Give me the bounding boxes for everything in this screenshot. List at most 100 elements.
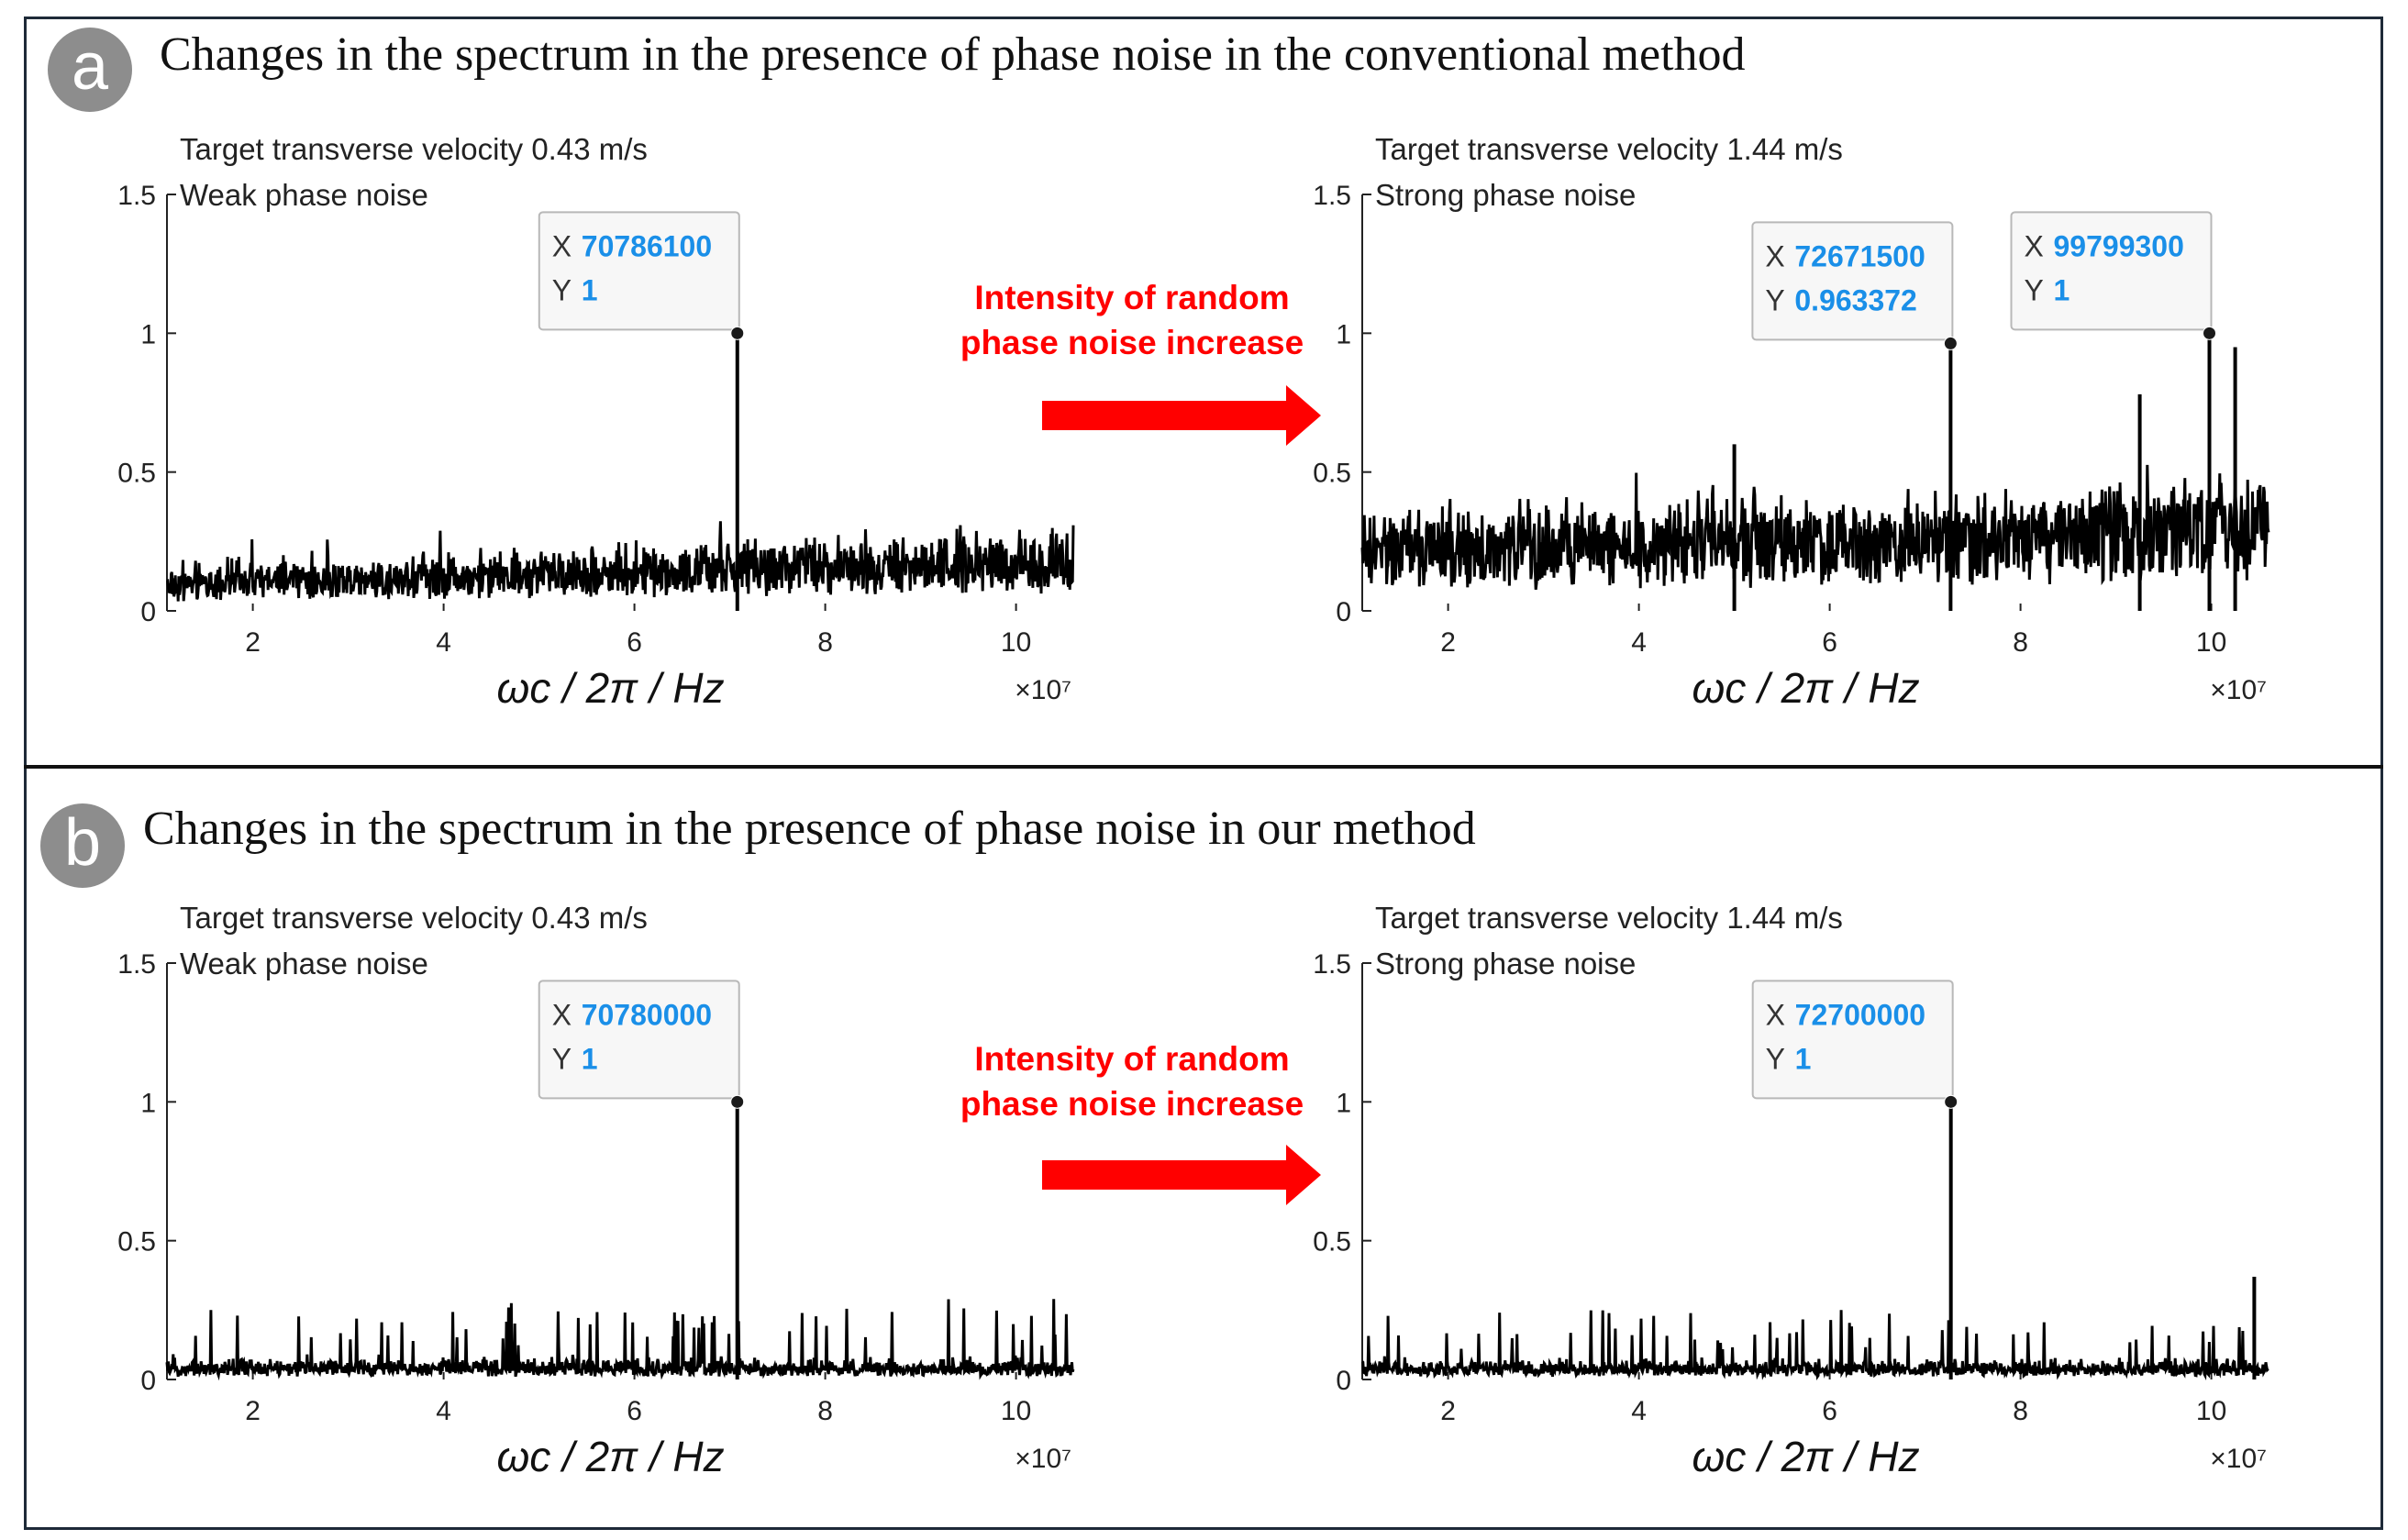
x-axis-label: ωc / 2π / Hz (497, 664, 725, 712)
x-tick-label: 10 (1001, 1396, 1031, 1426)
datatip: X 99799300 Y 1 (2010, 211, 2217, 340)
datatip-x-value: 70786100 (582, 229, 712, 262)
x-axis-label: ωc / 2π / Hz (1692, 664, 1920, 712)
section-b-badge: b (40, 803, 125, 888)
datatip: X 70786100 Y 1 (538, 211, 745, 340)
y-tick-label: 1.5 (117, 181, 156, 211)
arrow-a-text: Intensity of random phase noise increase (930, 275, 1334, 365)
y-tick-label: 1.5 (1313, 949, 1351, 980)
x-exponent-label: ×10⁷ (1015, 675, 1071, 705)
x-tick-label: 8 (817, 627, 833, 658)
x-exponent-label: ×10⁷ (1015, 1444, 1071, 1474)
y-tick-label: 0.5 (117, 459, 156, 489)
x-tick-label: 2 (245, 1396, 261, 1426)
datatip-x-key: X (552, 229, 571, 262)
datatip-y-key: Y (2025, 273, 2044, 306)
x-tick-label: 10 (2196, 1396, 2226, 1426)
x-tick-label: 8 (2013, 627, 2028, 658)
datatip-marker (1944, 1094, 1959, 1109)
datatip-x-value: 72671500 (1794, 239, 1925, 272)
datatip-y-value: 0.963372 (1794, 283, 1916, 316)
section-divider (24, 765, 2383, 769)
spectrum-line (1360, 464, 2270, 590)
datatip: X 72700000 Y 1 (1751, 980, 1959, 1109)
x-tick-label: 4 (1631, 1396, 1647, 1426)
spectrum-line (165, 1299, 1075, 1381)
section-b-title: Changes in the spectrum in the presence … (143, 803, 1476, 855)
x-tick-label: 6 (627, 1396, 642, 1426)
datatip-y-key: Y (552, 273, 571, 306)
datatip-marker (730, 326, 745, 340)
x-tick-label: 6 (627, 627, 642, 658)
datatip: X 70780000 Y 1 (538, 980, 745, 1109)
x-tick-label: 6 (1822, 1396, 1837, 1426)
datatip-marker (2203, 326, 2217, 340)
arrow-a-text-line2: phase noise increase (960, 324, 1304, 361)
arrow-b-text-line1: Intensity of random (974, 1040, 1290, 1078)
arrow-a-text-line1: Intensity of random (974, 279, 1290, 316)
chart-b-strong: Target transverse velocity 1.44 m/s Stron… (1313, 901, 2269, 1480)
datatip-y-key: Y (552, 1042, 571, 1075)
datatip-marker (1943, 336, 1958, 350)
arrow-b-icon (1042, 1145, 1321, 1205)
datatip-x-value: 72700000 (1795, 998, 1925, 1031)
y-tick-label: 0 (1336, 1366, 1351, 1396)
y-tick-label: 0.5 (1313, 459, 1351, 489)
datatip-x-value: 70780000 (582, 998, 712, 1031)
y-tick-label: 0.5 (117, 1227, 156, 1257)
datatip-y-value: 1 (582, 1042, 598, 1075)
x-tick-label: 2 (1440, 627, 1456, 658)
datatip-x-key: X (552, 998, 571, 1031)
x-tick-label: 10 (2196, 627, 2226, 658)
chart-title: Weak phase noise (180, 947, 428, 981)
chart-b-weak: Target transverse velocity 0.43 m/s Weak … (117, 901, 1075, 1480)
x-tick-label: 8 (817, 1396, 833, 1426)
chart-caption: Target transverse velocity 0.43 m/s (180, 901, 648, 935)
chart-a-weak: Target transverse velocity 0.43 m/s Weak … (117, 132, 1075, 712)
y-tick-label: 1 (1336, 319, 1351, 349)
y-tick-label: 1 (1336, 1088, 1351, 1118)
x-axis-label: ωc / 2π / Hz (1692, 1433, 1920, 1480)
figure-frame (24, 17, 2383, 1530)
chart-title: Weak phase noise (180, 178, 428, 212)
y-tick-label: 1 (140, 319, 156, 349)
y-tick-label: 1 (140, 1088, 156, 1118)
datatip-y-value: 1 (582, 273, 598, 306)
datatip-box (1751, 980, 1954, 1100)
datatip-box (538, 211, 740, 331)
chart-title: Strong phase noise (1375, 947, 1636, 981)
datatip-box (2010, 211, 2213, 331)
datatip-y-key: Y (1766, 1042, 1785, 1075)
x-tick-label: 10 (1001, 627, 1031, 658)
datatip-y-value: 1 (2054, 273, 2070, 306)
datatip-y-key: Y (1765, 283, 1784, 316)
chart-caption: Target transverse velocity 1.44 m/s (1375, 901, 1843, 935)
arrow-b-text-line2: phase noise increase (960, 1085, 1304, 1123)
x-axis-label: ωc / 2π / Hz (497, 1433, 725, 1480)
datatip-box (538, 980, 740, 1100)
chart-title: Strong phase noise (1375, 178, 1636, 212)
chart-a-strong: Target transverse velocity 1.44 m/s Stron… (1313, 132, 2270, 712)
chart-caption: Target transverse velocity 1.44 m/s (1375, 132, 1843, 166)
x-tick-label: 4 (436, 627, 451, 658)
x-exponent-label: ×10⁷ (2210, 1444, 2267, 1474)
datatip: X 72671500 Y 0.963372 (1751, 221, 1958, 350)
arrow-b-text: Intensity of random phase noise increase (930, 1036, 1334, 1126)
y-tick-label: 0 (140, 597, 156, 627)
x-tick-label: 8 (2013, 1396, 2028, 1426)
datatip-y-value: 1 (1795, 1042, 1812, 1075)
datatip-x-key: X (1766, 998, 1785, 1031)
y-tick-label: 1.5 (117, 949, 156, 980)
datatip-x-key: X (2025, 229, 2044, 262)
datatip-x-key: X (1765, 239, 1784, 272)
x-tick-label: 2 (245, 627, 261, 658)
datatip-box (1751, 221, 1954, 341)
chart-caption: Target transverse velocity 0.43 m/s (180, 132, 648, 166)
spectrum-line (1360, 1310, 2269, 1381)
x-tick-label: 4 (1631, 627, 1647, 658)
section-a-title: Changes in the spectrum in the presence … (160, 28, 1746, 81)
y-tick-label: 0 (140, 1366, 156, 1396)
section-a-badge: a (48, 28, 132, 112)
x-tick-label: 2 (1440, 1396, 1456, 1426)
